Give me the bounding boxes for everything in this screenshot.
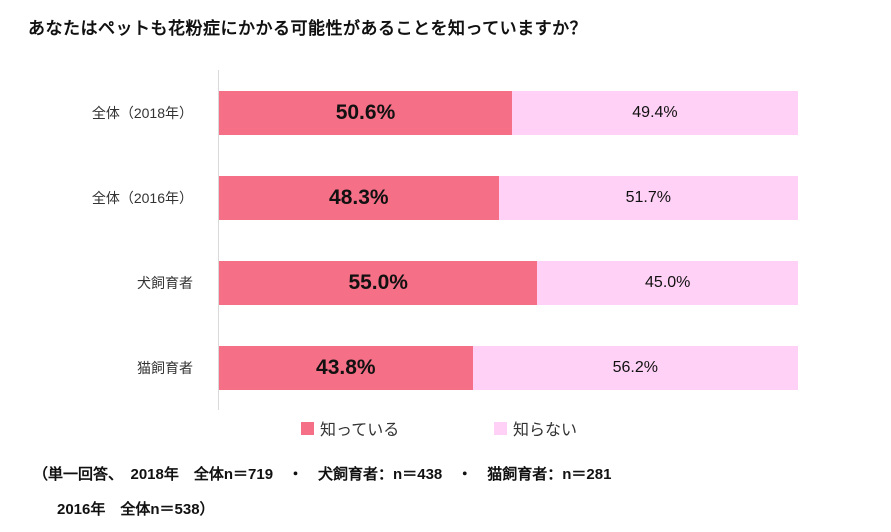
chart-row: 全体（2018年） 50.6% 49.4% bbox=[0, 70, 891, 155]
bar-segment-dont-know: 45.0% bbox=[537, 261, 798, 305]
chart-area: 全体（2018年） 50.6% 49.4% 全体（2016年） 48.3% 51.7% 犬飼… bbox=[0, 70, 891, 410]
stacked-bar: 48.3% 51.7% bbox=[219, 176, 798, 220]
stacked-bar: 55.0% 45.0% bbox=[219, 261, 798, 305]
chart-title: あなたはペットも花粉症にかかる可能性があることを知っていますか？ bbox=[28, 19, 588, 38]
chart-row: 猫飼育者 43.8% 56.2% bbox=[0, 325, 891, 410]
chart-legend: 知っている 知らない bbox=[0, 416, 891, 440]
bar-segment-know: 43.8% bbox=[219, 346, 473, 390]
bar-segment-know: 50.6% bbox=[219, 91, 512, 135]
legend-dont-know-label: 知らない bbox=[513, 422, 578, 439]
stacked-bar: 43.8% 56.2% bbox=[219, 346, 798, 390]
footnote-line-2: 2016年 全体n＝538） bbox=[57, 501, 215, 518]
bar-segment-know: 55.0% bbox=[219, 261, 538, 305]
legend-item-know: 知っている bbox=[301, 416, 399, 440]
category-label: 全体（2016年） bbox=[91, 189, 193, 206]
y-axis-line bbox=[218, 70, 219, 410]
legend-know-swatch-icon bbox=[301, 421, 314, 435]
bar-segment-dont-know: 56.2% bbox=[472, 346, 798, 390]
bar-segment-dont-know: 49.4% bbox=[511, 91, 798, 135]
chart-row: 犬飼育者 55.0% 45.0% bbox=[0, 240, 891, 325]
chart-row: 全体（2016年） 48.3% 51.7% bbox=[0, 155, 891, 240]
category-label: 猫飼育者 bbox=[137, 359, 193, 376]
category-label: 犬飼育者 bbox=[137, 274, 193, 291]
footnote-line-1: （単一回答、 2018年 全体n＝719 ・ 犬飼育者：n＝438 ・ 猫飼育者… bbox=[33, 466, 612, 483]
bar-segment-dont-know: 51.7% bbox=[498, 176, 798, 220]
legend-dont-know-swatch-icon bbox=[494, 421, 507, 435]
legend-know-label: 知っている bbox=[320, 422, 400, 439]
category-label: 全体（2018年） bbox=[91, 104, 193, 121]
legend-item-dont-know: 知らない bbox=[494, 416, 577, 440]
bar-segment-know: 48.3% bbox=[219, 176, 499, 220]
stacked-bar: 50.6% 49.4% bbox=[219, 91, 798, 135]
